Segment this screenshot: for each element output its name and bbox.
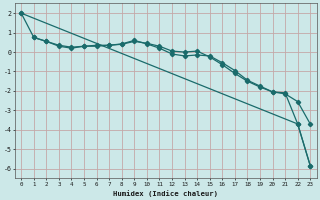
X-axis label: Humidex (Indice chaleur): Humidex (Indice chaleur): [113, 190, 218, 197]
